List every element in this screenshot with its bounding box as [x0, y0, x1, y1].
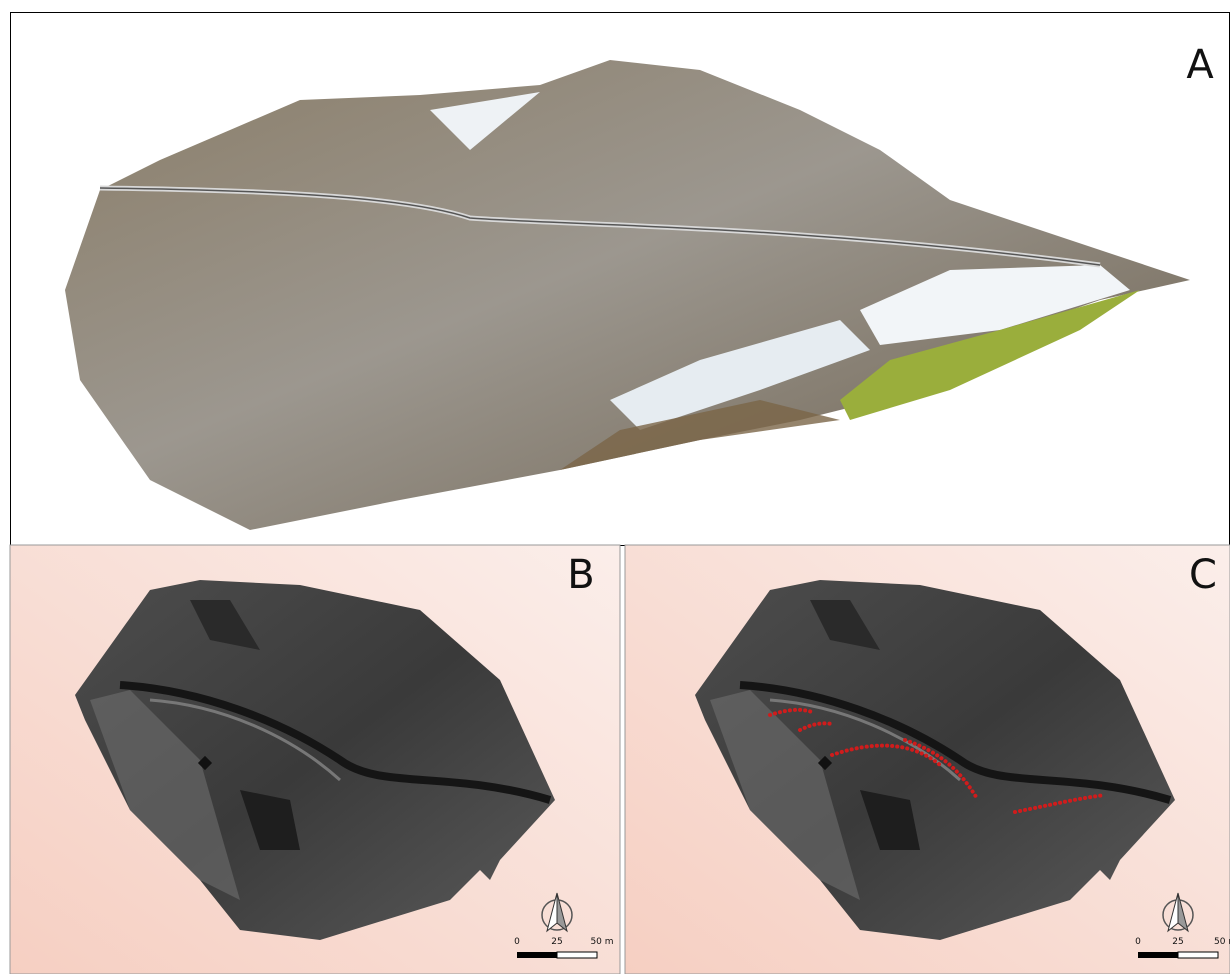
feature-traces	[768, 707, 1107, 814]
panel-label: C	[1189, 552, 1217, 598]
scale-bar	[516, 951, 598, 959]
scale-label: 0	[1135, 937, 1141, 947]
scale-bar	[1137, 951, 1219, 959]
scale-label: 50 m	[590, 937, 613, 947]
scale-label: 25	[1172, 937, 1183, 947]
scale-label: 0	[514, 937, 520, 947]
scale-label: 50 m	[1214, 937, 1230, 947]
panel-label: B	[567, 552, 594, 598]
scale-label: 25	[551, 937, 562, 947]
terrain-photo	[65, 60, 1190, 530]
panel-label: A	[1186, 42, 1214, 88]
